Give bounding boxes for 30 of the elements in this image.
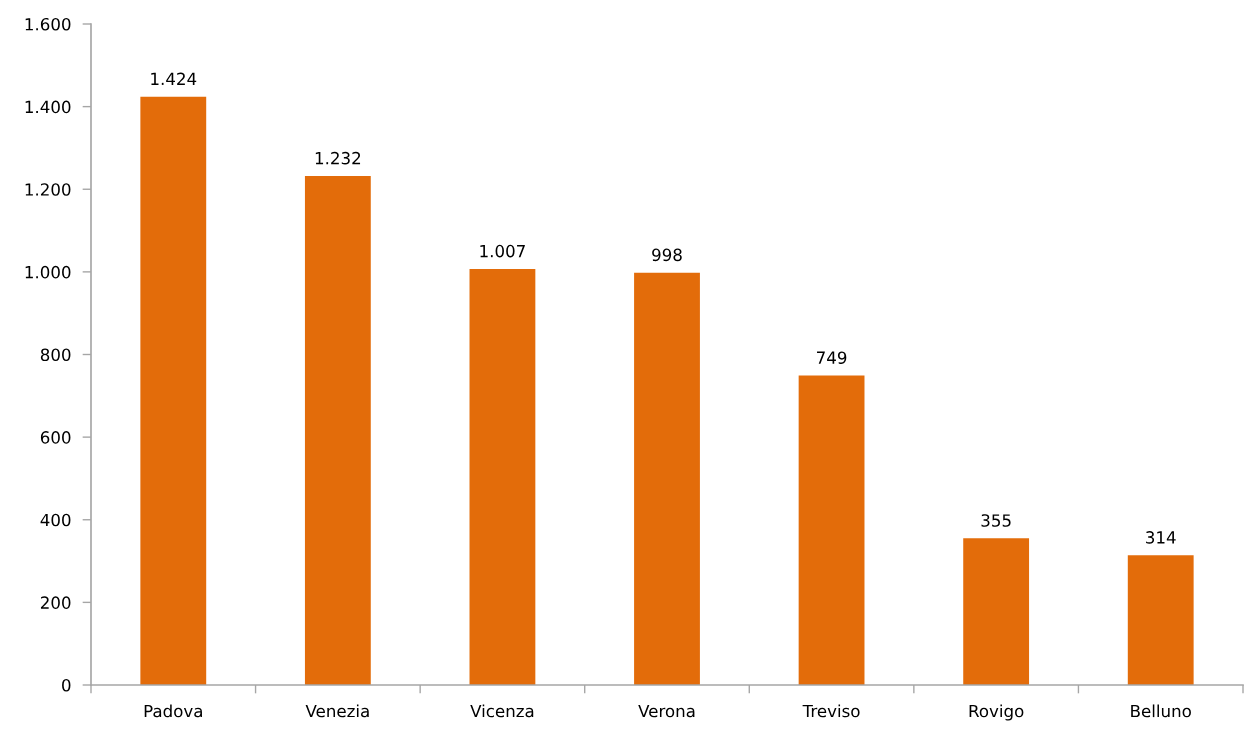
data-label: 355 <box>981 514 1011 527</box>
bar <box>798 375 865 685</box>
y-tick-label: 400 <box>40 513 71 527</box>
data-label: 998 <box>652 248 682 262</box>
bar <box>1127 555 1194 685</box>
y-tick-label: 1.400 <box>25 100 71 114</box>
bar <box>140 96 207 685</box>
bar <box>634 272 700 685</box>
x-tick-label: Rovigo <box>969 704 1024 721</box>
x-tick-label: Treviso <box>802 704 860 718</box>
data-label: 1.232 <box>315 151 361 165</box>
data-label: 1.424 <box>151 72 197 85</box>
bar <box>963 538 1030 685</box>
y-tick-label: 800 <box>40 348 71 362</box>
x-tick-label: Verona <box>638 704 695 718</box>
y-tick-label: 1.600 <box>25 17 71 31</box>
x-tick-label: Padova <box>144 704 202 718</box>
y-tick-label: 0 <box>62 678 71 692</box>
data-label: 749 <box>817 351 847 365</box>
bar <box>469 268 536 685</box>
data-label: 1.007 <box>480 244 525 258</box>
x-tick-label: Vicenza <box>470 704 534 718</box>
data-label: 314 <box>1146 531 1176 544</box>
y-tick-label: 600 <box>40 431 71 444</box>
bar <box>304 176 371 685</box>
x-tick-label: Venezia <box>305 704 369 718</box>
y-tick-label: 1.200 <box>25 183 71 196</box>
y-tick-label: 200 <box>40 596 71 609</box>
y-tick-label: 1.000 <box>25 265 71 279</box>
x-tick-label: Belluno <box>1131 704 1191 718</box>
